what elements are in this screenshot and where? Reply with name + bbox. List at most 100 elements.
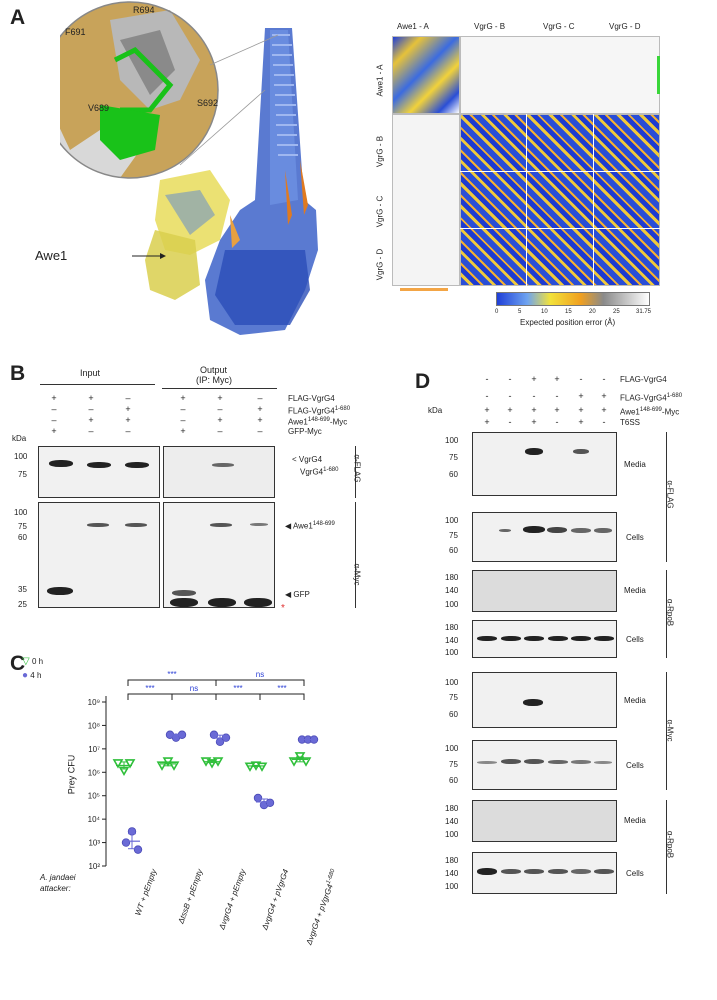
awe1-label: Awe1 [35, 248, 68, 263]
blot-band [594, 528, 612, 533]
colorbar-tick-1: 5 [518, 309, 522, 315]
blot-band [523, 526, 545, 533]
d-blot-myc-media [472, 672, 617, 728]
b-asterisk: * [281, 603, 285, 614]
residue-label-f691: F691 [65, 27, 86, 37]
c-x-label-2: ΔvgrG4 + pEmpty [217, 868, 248, 931]
d-row-label-text: Awe1 [620, 407, 640, 417]
pae-grid-v2 [593, 114, 594, 286]
b-row-label-sup: 148-699 [307, 417, 330, 423]
d-sign: - [508, 374, 512, 384]
d-marker: 100 [445, 516, 459, 525]
b-sign: – [125, 426, 131, 436]
blot-band [87, 523, 109, 527]
b-band-label-gfp: ◀ GFP [285, 590, 310, 599]
d-blot-rpob2-cells [472, 852, 617, 894]
blot-band [548, 869, 568, 874]
b-antibody-bottom: α-Myc [352, 563, 362, 586]
d-sign: - [508, 417, 512, 427]
blot-band [250, 523, 268, 526]
b-sign: – [217, 404, 223, 414]
y-tick-label: 10⁷ [88, 745, 100, 754]
d-sign: + [484, 417, 490, 427]
c-x-label-text: ΔvgrG4 + pVgrG4 [304, 882, 335, 947]
b-sign: – [180, 404, 186, 414]
pae-block-a-rest [460, 36, 660, 114]
b-band-label-text: Awe1 [292, 521, 313, 531]
d-marker: 60 [449, 776, 458, 785]
d-antibody-label: α-FLAG [665, 480, 675, 509]
b-antibody-bar-top [355, 446, 356, 498]
blot-band [525, 448, 543, 455]
pae-orange-marker [400, 288, 448, 291]
d-blot-label: Cells [626, 761, 644, 770]
d-sign: + [531, 417, 537, 427]
blot-band [210, 523, 232, 527]
b-row-label-0: FLAG-VgrG4 [288, 394, 335, 403]
blot-band [477, 868, 497, 875]
pae-grid-h1 [460, 171, 660, 172]
d-sign: - [508, 391, 512, 401]
blot-band [212, 463, 234, 467]
d-sign: + [507, 405, 513, 415]
b-row-label-suffix: -Myc [329, 417, 348, 427]
d-blot-rpob-media [472, 570, 617, 612]
b-marker-100b: 100 [14, 508, 28, 517]
panel-c-letter: C [10, 652, 26, 675]
blot-band [501, 759, 521, 764]
b-sign: – [180, 415, 186, 425]
blot-band [49, 460, 73, 467]
d-row-label-text: FLAG-VgrG4 [620, 393, 667, 403]
d-marker: 75 [449, 760, 458, 769]
blot-band [524, 636, 544, 641]
pae-row-label-0: Awe1 - A [375, 64, 385, 97]
blot-band [571, 636, 591, 641]
colorbar-tick-0: 0 [495, 309, 499, 315]
d-sign: + [531, 405, 537, 415]
d-blot-label: Media [624, 460, 646, 469]
blot-band [477, 761, 497, 764]
pae-row-label-2: VgrG - C [375, 195, 385, 228]
pae-row-label-1: VgrG - B [375, 135, 385, 168]
point-0h [124, 759, 136, 769]
d-marker: 75 [449, 453, 458, 462]
blot-band [47, 587, 73, 595]
d-sign: - [532, 391, 536, 401]
sig-bracket-2-4-label: ns [256, 670, 264, 679]
d-row-label-text: T6SS [620, 418, 641, 427]
d-marker: 100 [445, 436, 459, 445]
blot-band [499, 529, 511, 532]
pae-col-label-2: VgrG - C [543, 22, 575, 31]
b-row-label-3: GFP-Myc [288, 427, 322, 436]
legend-0h: ▽ 0 h [22, 656, 44, 667]
b-marker-35: 35 [18, 585, 27, 594]
sig-bracket-3-4-line [259, 693, 305, 700]
blot-band [548, 760, 568, 764]
d-sign: + [601, 405, 607, 415]
d-marker: 100 [445, 882, 459, 891]
y-tick-label: 10⁴ [88, 815, 101, 824]
b-marker-60: 60 [18, 533, 27, 542]
legend-0h-label: 0 h [31, 657, 44, 666]
b-sign: + [180, 426, 186, 436]
b-sign: + [88, 393, 94, 403]
d-row-label-sup: 1-680 [666, 393, 683, 399]
d-sign: - [555, 417, 559, 427]
sig-bracket-0-1-label: *** [145, 684, 154, 693]
b-sign: + [88, 415, 94, 425]
b-row-label-text: FLAG-VgrG4 [288, 406, 335, 416]
d-marker: 180 [445, 804, 459, 813]
sig-bracket-2-3-line [215, 693, 261, 700]
sig-bracket-3-4-label: *** [277, 684, 286, 693]
blot-band [524, 869, 544, 874]
blot-band [125, 462, 149, 468]
d-blot-flag-media [472, 432, 617, 496]
d-marker: 180 [445, 573, 459, 582]
blot-band [477, 636, 497, 641]
colorbar-tick-4: 20 [589, 309, 596, 315]
d-marker: 100 [445, 648, 459, 657]
d-marker: 100 [445, 678, 459, 687]
pae-col-label-0: Awe1 - A [397, 22, 429, 31]
d-antibody-label: α-Myc [665, 719, 675, 742]
residue-label-s692: S692 [197, 98, 219, 108]
